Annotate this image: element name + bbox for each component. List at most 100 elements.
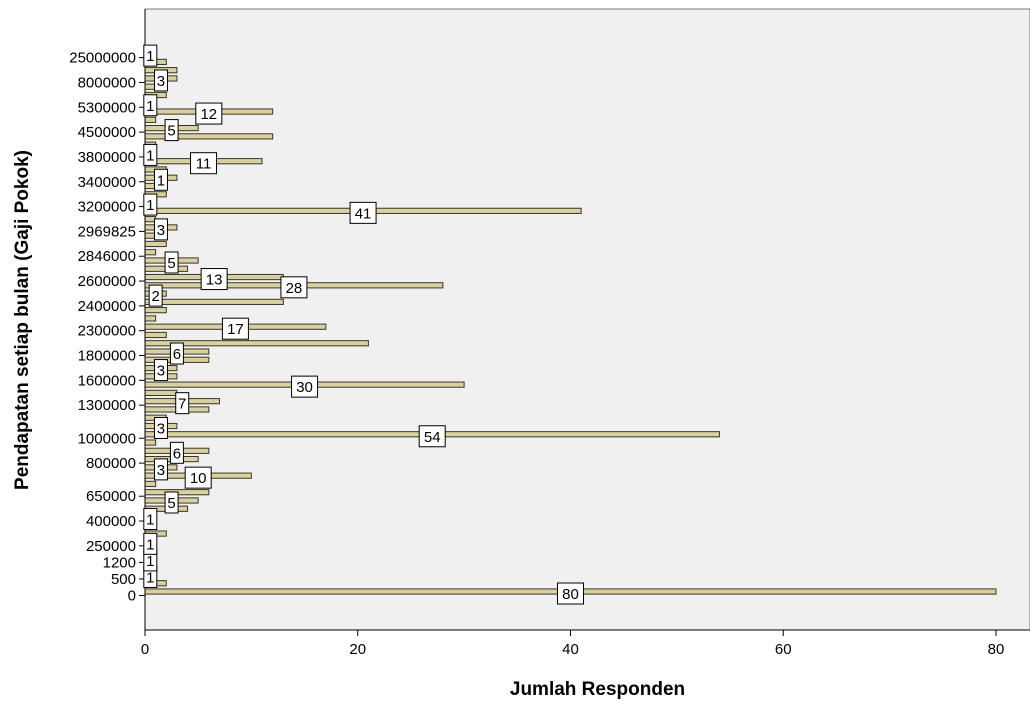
data-label: 1 xyxy=(143,508,158,531)
y-tick-label: 0 xyxy=(128,588,136,605)
data-label: 12 xyxy=(195,102,223,125)
bar xyxy=(144,133,274,140)
data-label-text: 41 xyxy=(355,205,372,222)
data-label-box xyxy=(143,193,158,216)
data-label-box xyxy=(280,276,308,299)
data-label: 6 xyxy=(169,441,184,464)
data-label-text: 1 xyxy=(146,147,154,164)
data-label-text: 5 xyxy=(167,123,175,140)
data-label: 13 xyxy=(200,268,228,291)
bar xyxy=(144,439,157,446)
data-label: 2 xyxy=(148,284,163,307)
x-tick-label: 20 xyxy=(349,641,366,658)
data-label-text: 10 xyxy=(190,470,207,487)
data-label-box xyxy=(143,94,158,117)
bar xyxy=(144,116,157,123)
data-label-text: 3 xyxy=(157,222,165,239)
x-tick-label: 60 xyxy=(775,641,792,658)
data-label: 11 xyxy=(190,152,218,175)
data-label: 7 xyxy=(175,392,190,415)
data-label-text: 2 xyxy=(151,288,159,305)
data-label: 1 xyxy=(143,565,158,588)
data-label-text: 1 xyxy=(146,98,154,115)
data-label-box xyxy=(153,218,168,241)
data-label: 1 xyxy=(143,532,158,555)
data-label: 3 xyxy=(153,69,168,92)
data-label-text: 11 xyxy=(196,156,212,173)
data-label: 5 xyxy=(164,119,179,142)
bar xyxy=(144,480,157,488)
data-label: 3 xyxy=(153,417,168,439)
bar xyxy=(144,389,178,396)
data-label-text: 1 xyxy=(146,536,154,553)
data-label-text: 3 xyxy=(157,462,165,479)
data-label-box xyxy=(143,508,158,531)
y-tick-label: 1000000 xyxy=(78,430,136,447)
data-label-box xyxy=(153,417,168,439)
data-label: 30 xyxy=(291,375,319,398)
data-label: 3 xyxy=(153,458,168,481)
data-label-box xyxy=(143,143,158,166)
y-tick-label: 400000 xyxy=(86,513,136,530)
data-label-text: 7 xyxy=(178,396,186,413)
data-label-box xyxy=(143,44,158,67)
y-tick-label: 2400000 xyxy=(78,298,136,315)
x-tick-label: 40 xyxy=(562,641,579,658)
data-label-text: 5 xyxy=(167,255,175,272)
y-tick-label: 8000000 xyxy=(78,74,136,91)
plot-area xyxy=(144,8,1030,631)
y-tick-label: 3800000 xyxy=(78,149,136,166)
bar xyxy=(144,240,167,248)
x-tick-label: 0 xyxy=(141,641,149,658)
data-label-text: 5 xyxy=(167,495,175,512)
data-label-box xyxy=(153,69,168,92)
y-axis-title: Pendapatan setiap bulan (Gaji Pokok) xyxy=(12,150,33,490)
data-label: 6 xyxy=(169,342,184,365)
bar xyxy=(144,298,284,305)
data-label: 3 xyxy=(153,218,168,241)
data-label-text: 1 xyxy=(157,172,165,189)
data-label: 1 xyxy=(153,168,168,191)
data-label-text: 12 xyxy=(200,106,217,123)
data-label-box xyxy=(349,201,377,224)
data-label: 1 xyxy=(143,143,158,166)
y-tick-label: 250000 xyxy=(86,538,136,555)
data-label: 1 xyxy=(143,94,158,117)
data-label-box xyxy=(169,441,184,464)
data-label-box xyxy=(153,458,168,481)
data-label: 41 xyxy=(349,201,377,224)
y-tick-label: 800000 xyxy=(86,455,136,472)
data-label: 54 xyxy=(418,425,446,448)
axes-layer: 0 20 40 60 800500120025000040000065000080000… xyxy=(69,9,1030,658)
data-label-text: 28 xyxy=(286,280,303,297)
data-label-box xyxy=(148,284,163,307)
data-label: 1 xyxy=(143,193,158,216)
data-label: 5 xyxy=(164,251,179,274)
data-label-text: 13 xyxy=(206,272,223,289)
data-label-box xyxy=(175,392,190,415)
data-label-box xyxy=(143,532,158,555)
data-label-text: 80 xyxy=(562,586,579,603)
data-label-text: 30 xyxy=(296,379,313,396)
data-label-box xyxy=(557,582,584,605)
y-tick-label: 3200000 xyxy=(78,199,136,216)
data-label-box xyxy=(153,359,168,382)
y-tick-label: 25000000 xyxy=(69,50,136,67)
data-label-text: 6 xyxy=(173,346,181,363)
data-label-box xyxy=(184,466,212,489)
data-label-text: 1 xyxy=(146,512,154,529)
data-label-box xyxy=(221,317,249,340)
y-tick-label: 1200 xyxy=(103,554,136,571)
y-tick-label: 2969825 xyxy=(78,223,136,240)
data-label-box xyxy=(190,152,218,175)
data-label: 1 xyxy=(143,44,158,67)
data-label: 28 xyxy=(280,276,308,299)
bar xyxy=(144,307,167,314)
y-tick-label: 5300000 xyxy=(78,99,136,116)
y-tick-label: 2300000 xyxy=(78,323,136,340)
data-label-box xyxy=(164,491,179,514)
data-label-box xyxy=(169,342,184,365)
data-label-text: 54 xyxy=(424,429,441,446)
